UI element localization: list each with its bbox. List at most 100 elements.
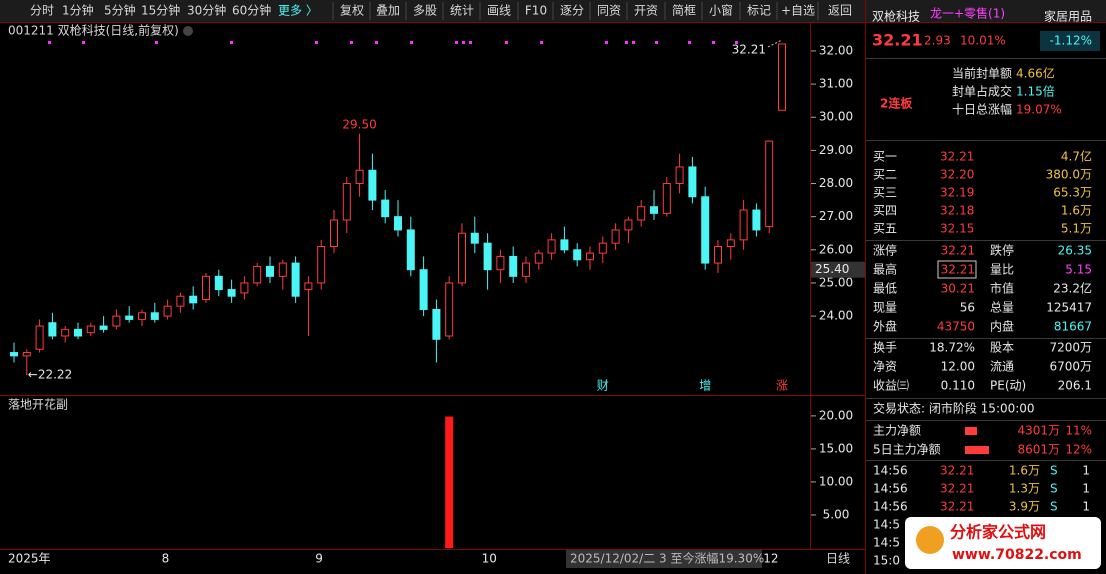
candle-body [394,216,402,231]
fund-pct: 11% [1065,424,1092,438]
candle-body [10,352,18,357]
x-tick-label: 10 [482,552,497,566]
y-tick-label: 30.00 [819,110,853,124]
stock-tag: 龙一+零售(1) [930,6,1005,21]
period-tab[interactable]: 5分钟 [104,3,136,18]
candle-body [419,269,428,310]
candle-body [189,295,198,304]
stat-label: 净资 [873,360,897,374]
stat-value: 32.21 [941,263,975,277]
candle-body [586,252,594,261]
bid-price: 32.20 [940,168,974,182]
toolbar-button[interactable]: 小窗 [709,4,733,18]
stat-label: 跌停 [990,243,1014,258]
candle-body [163,305,172,317]
candle-body [496,255,505,271]
chart-title: 001211 双枪科技(日线,前复权) [8,23,179,38]
tick-cell: 14:56 [873,464,908,478]
stat-value: 32.21 [941,244,975,258]
tick-cell: 14:56 [873,500,908,514]
price: 32.21 [872,31,923,50]
fund-label: 主力净额 [873,424,921,438]
change-pct: 10.01% [960,34,1006,48]
candle-body [637,206,646,221]
period-tab[interactable]: 更多 〉 [278,4,318,18]
toolbar-button[interactable]: +自选 [781,4,815,18]
bid-label: 买四 [873,204,897,218]
fund-label: 5日主力净额 [873,443,941,457]
bid-price: 32.21 [940,150,974,164]
bid-label: 买二 [873,168,897,182]
toolbar-button[interactable]: 画线 [487,4,511,18]
seal-label: 封单占成交 [952,84,1012,99]
candle-body [368,169,377,201]
bid-price: 32.19 [940,186,974,200]
bid-price: 32.18 [940,204,974,218]
cursor-price: 25.40 [815,262,849,276]
candle-body [214,275,223,291]
annotation: 29.50 [342,117,376,131]
tick-time: 15:0 [873,554,900,568]
toolbar-button[interactable]: 复权 [340,4,364,18]
period-tab[interactable]: 30分钟 [187,3,226,18]
candle-body [432,308,441,340]
candle-body [253,265,262,284]
dropdown-icon[interactable] [183,26,193,36]
toolbar-button[interactable]: 统计 [450,4,474,18]
period-tab[interactable]: 1分钟 [62,3,94,18]
tick-cell: S [1050,482,1058,496]
stat-value: 23.2亿 [1053,281,1092,296]
tick-cell: S [1050,464,1058,478]
y-tick-label: 27.00 [819,209,853,223]
watermark-logo [916,526,944,554]
stat-value: 26.35 [1058,244,1092,258]
stat-value: 125417 [1046,301,1092,315]
tick-cell: 1 [1082,464,1090,478]
candle-body [752,209,761,231]
toolbar-button[interactable]: 叠加 [376,4,400,18]
y-tick-label: 26.00 [819,242,853,256]
sector-box [1040,31,1100,51]
stat-value: 206.1 [1058,379,1092,393]
toolbar-button[interactable]: 逐分 [560,4,584,18]
candle-body [560,239,569,251]
fund-value: 8601万 [1017,443,1060,457]
y-tick-label: 24.00 [819,309,853,323]
tick-cell: 1 [1082,500,1090,514]
toolbar-button[interactable]: 简框 [672,4,696,18]
tick-cell: 1 [1082,482,1090,496]
candle-body [445,282,454,337]
stat-value: 12.00 [941,360,975,374]
toolbar-button[interactable]: 多股 [413,4,437,18]
toolbar-button[interactable]: 返回 [828,4,852,18]
stat-label: PE(动) [990,379,1026,393]
toolbar-button[interactable]: 开资 [634,4,658,18]
tick-cell: 3.9万 [1009,500,1040,514]
change: 2.93 [924,34,951,48]
toolbar-button[interactable]: F10 [525,4,547,18]
stat-value: 5.15 [1065,263,1092,277]
stat-label: 总量 [990,301,1014,315]
sector-change: -1.12% [1050,34,1092,48]
stat-label: 外盘 [873,319,897,334]
candle-body [291,262,300,297]
period-tab[interactable]: 15分钟 [141,3,180,18]
candle-body [330,219,338,247]
seal-value: 4.66亿 [1016,66,1055,81]
cursor-date: 2025/12/02/二 3 至今涨幅19.30% [570,551,764,566]
candle-body [304,282,313,291]
bid-volume: 1.6万 [1061,204,1092,218]
toolbar-button[interactable]: 标记 [747,4,771,18]
tick-cell: 32.21 [940,464,974,478]
candle-body [726,239,735,247]
seal-label: 十日总涨幅 [952,102,1012,117]
candle-body [176,295,185,307]
candle-body [138,312,146,320]
x-tick-label: 9 [315,552,323,566]
period-tab[interactable]: 60分钟 [232,3,271,18]
candle-body [48,322,57,337]
x-tick-label: 2025年 [8,552,51,566]
toolbar-button[interactable]: 同资 [597,4,621,18]
period-tab[interactable]: 分时 [30,4,54,18]
candle-body [714,245,722,264]
